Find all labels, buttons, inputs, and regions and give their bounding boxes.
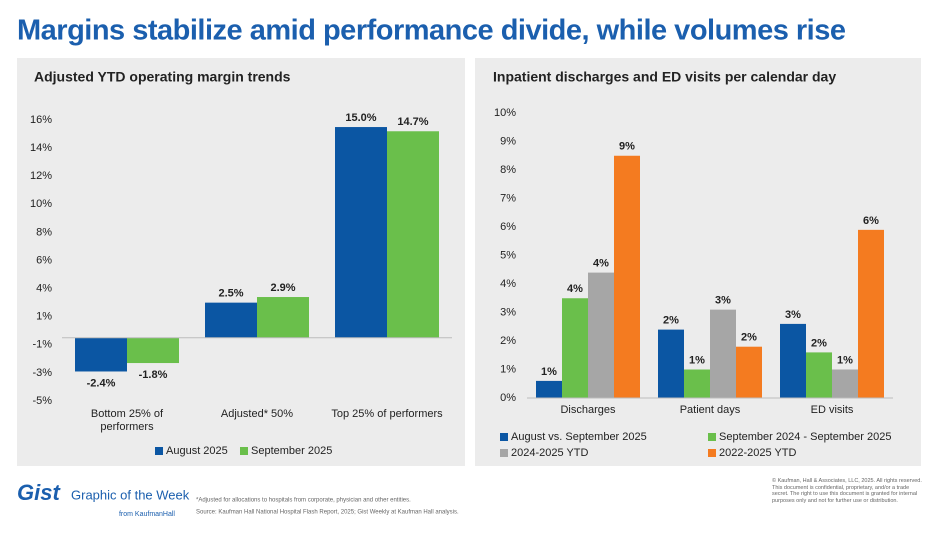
- data-label: 3%: [785, 309, 801, 321]
- bar: [614, 155, 640, 398]
- bar: [658, 329, 684, 398]
- bar: [736, 346, 762, 398]
- brand-from: from KaufmanHall: [119, 511, 175, 518]
- bar: [858, 229, 884, 398]
- y-tick-label: 4%: [500, 278, 516, 290]
- legend-label: 2022-2025 YTD: [719, 447, 797, 459]
- bar: [257, 297, 309, 338]
- slide-title: Margins stabilize amid performance divid…: [17, 15, 846, 47]
- bar: [588, 272, 614, 398]
- legend-swatch: [500, 449, 508, 457]
- legend-label: 2024-2025 YTD: [511, 447, 589, 459]
- y-tick-label: 14%: [30, 142, 52, 154]
- data-label: 3%: [715, 295, 731, 307]
- y-tick-label: 7%: [500, 192, 516, 204]
- data-label: 2.5%: [218, 288, 243, 300]
- legend-swatch: [708, 433, 716, 441]
- bar: [205, 302, 257, 338]
- legend-label: August vs. September 2025: [511, 431, 647, 443]
- y-tick-label: 6%: [500, 221, 516, 233]
- brand: Gist: [17, 480, 61, 505]
- y-tick-label: -1%: [32, 339, 52, 351]
- y-tick-label: -5%: [32, 395, 52, 407]
- data-label: 4%: [593, 258, 609, 270]
- data-label: 1%: [541, 366, 557, 378]
- legend-label: September 2025: [251, 445, 332, 457]
- x-tick-box: Adjusted* 50%: [220, 408, 294, 420]
- data-label: 1%: [689, 354, 705, 366]
- bar: [806, 352, 832, 398]
- y-tick-label: 8%: [500, 164, 516, 176]
- y-tick-label: 1%: [36, 311, 52, 323]
- x-tick-box: Discharges: [560, 404, 616, 416]
- x-tick-label: Discharges: [560, 404, 616, 416]
- bar: [710, 309, 736, 398]
- bar: [387, 131, 439, 338]
- data-label: 9%: [619, 141, 635, 153]
- y-tick-label: 3%: [500, 306, 516, 318]
- data-label: 2%: [741, 332, 757, 344]
- y-tick-label: 0%: [500, 392, 516, 404]
- x-tick-box: Patient days: [679, 404, 741, 416]
- y-tick-label: 6%: [36, 254, 52, 266]
- bar: [832, 369, 858, 398]
- copyright-box: © Kaufman, Hall & Associates, LLC, 2025.…: [772, 478, 922, 504]
- chart-title: Adjusted YTD operating margin trends: [34, 69, 291, 85]
- data-label: 2.9%: [270, 282, 295, 294]
- x-tick-box: Bottom 25% of performers: [90, 408, 164, 433]
- legend-label: September 2024 - September 2025: [719, 431, 891, 443]
- y-tick-label: 16%: [30, 114, 52, 126]
- y-tick-label: 4%: [36, 283, 52, 295]
- bar: [75, 337, 127, 372]
- x-tick-label: ED visits: [810, 404, 854, 416]
- data-label: 14.7%: [397, 116, 428, 128]
- x-tick-box: Top 25% of performers: [331, 408, 443, 420]
- data-label: 1%: [837, 354, 853, 366]
- y-tick-label: 5%: [500, 249, 516, 261]
- y-tick-label: 10%: [494, 107, 516, 119]
- data-label: 15.0%: [345, 112, 376, 124]
- y-tick-label: 9%: [500, 135, 516, 147]
- y-tick-label: -3%: [32, 367, 52, 379]
- y-tick-label: 1%: [500, 363, 516, 375]
- data-label: -1.8%: [139, 369, 168, 381]
- bar: [127, 337, 179, 364]
- y-tick-label: 8%: [36, 226, 52, 238]
- x-tick-label: Top 25% of performers: [331, 408, 443, 420]
- legend-swatch: [240, 447, 248, 455]
- x-tick-label: Adjusted* 50%: [220, 408, 294, 420]
- y-tick-label: 10%: [30, 198, 52, 210]
- y-tick-label: 2%: [500, 335, 516, 347]
- bar: [684, 369, 710, 398]
- bar: [536, 380, 562, 398]
- data-label: 2%: [811, 337, 827, 349]
- legend-swatch: [708, 449, 716, 457]
- data-label: 2%: [663, 315, 679, 327]
- y-tick-label: 12%: [30, 170, 52, 182]
- tagline: Graphic of the Week: [71, 487, 190, 502]
- bar: [335, 127, 387, 338]
- source: Source: Kaufman Hall National Hospital F…: [196, 510, 459, 516]
- data-label: -2.4%: [87, 377, 116, 389]
- bar: [780, 323, 806, 398]
- x-tick-label: Patient days: [679, 404, 741, 416]
- footnote: *Adjusted for allocations to hospitals f…: [196, 498, 411, 504]
- data-label: 6%: [863, 215, 879, 227]
- legend-swatch: [155, 447, 163, 455]
- chart-title: Inpatient discharges and ED visits per c…: [493, 69, 836, 85]
- x-tick-box: ED visits: [810, 404, 854, 416]
- x-tick-label: Bottom 25% of performers: [90, 408, 164, 433]
- copyright: © Kaufman, Hall & Associates, LLC, 2025.…: [772, 478, 922, 504]
- legend-swatch: [500, 433, 508, 441]
- bar: [562, 298, 588, 398]
- data-label: 4%: [567, 283, 583, 295]
- legend-label: August 2025: [166, 445, 228, 457]
